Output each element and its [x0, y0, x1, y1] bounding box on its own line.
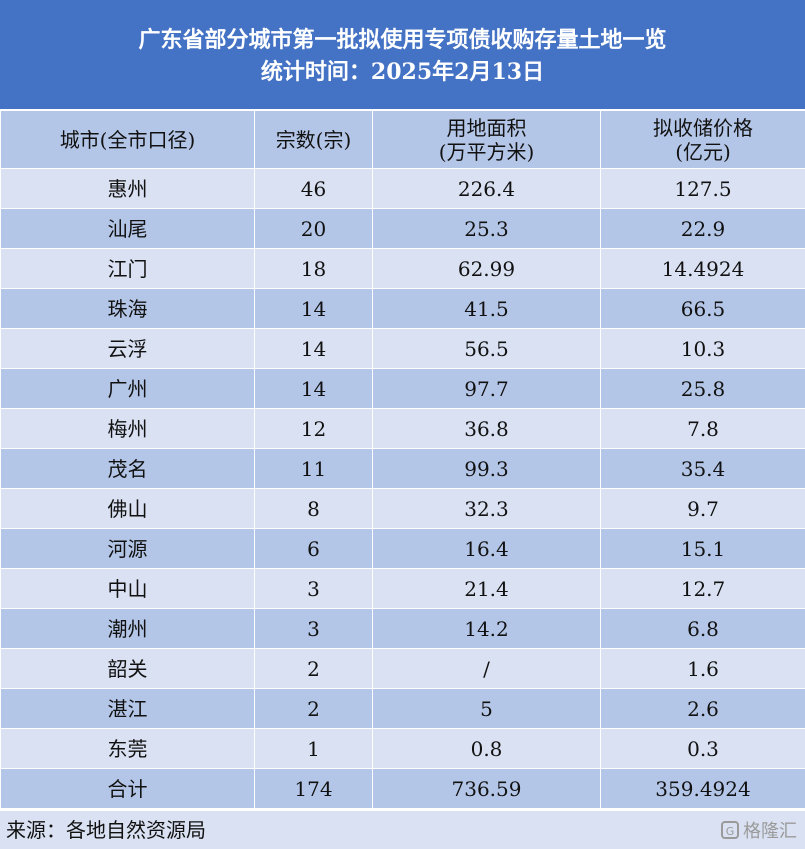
table-row: 潮州 3 14.2 6.8	[0, 608, 805, 649]
column-header-area: 用地面积 (万平方米)	[372, 110, 601, 169]
cell-count: 3	[254, 608, 373, 649]
cell-area: 736.59	[372, 768, 601, 809]
cell-count: 14	[254, 368, 373, 409]
cell-price: 1.6	[600, 648, 805, 689]
cell-price: 22.9	[600, 208, 805, 249]
cell-city: 惠州	[0, 168, 255, 209]
cell-price: 2.6	[600, 688, 805, 729]
cell-count: 2	[254, 648, 373, 689]
cell-count: 2	[254, 688, 373, 729]
cell-price: 66.5	[600, 288, 805, 329]
table-title-banner: 广东省部分城市第一批拟使用专项债收购存量土地一览 统计时间：2025年2月13日	[0, 0, 805, 109]
table-subtitle: 统计时间：2025年2月13日	[260, 59, 545, 85]
cell-city: 韶关	[0, 648, 255, 689]
cell-price: 35.4	[600, 448, 805, 489]
table-row: 佛山 8 32.3 9.7	[0, 488, 805, 529]
cell-count: 20	[254, 208, 373, 249]
gelonghui-logo-icon: G	[721, 821, 739, 839]
table-header-row: 城市(全市口径) 宗数(宗) 用地面积 (万平方米) 拟收储价格 (亿元)	[0, 110, 805, 169]
table-row: 韶关 2/1.6	[0, 648, 805, 689]
cell-city: 中山	[0, 568, 255, 609]
cell-price: 14.4924	[600, 248, 805, 289]
table-row: 茂名 11 99.3 35.4	[0, 448, 805, 489]
cell-price: 10.3	[600, 328, 805, 369]
cell-price: 12.7	[600, 568, 805, 609]
cell-area: 62.99	[372, 248, 601, 289]
cell-count: 46	[254, 168, 373, 209]
cell-city: 汕尾	[0, 208, 255, 249]
watermark-text: 格隆汇	[743, 821, 797, 842]
table-row: 梅州 12 36.8 7.8	[0, 408, 805, 449]
table-total-row: 合计 174 736.59 359.4924	[0, 768, 805, 809]
column-header-count: 宗数(宗)	[254, 110, 373, 169]
table-row: 云浮 14 56.5 10.3	[0, 328, 805, 369]
table-row: 江门 18 62.99 14.4924	[0, 248, 805, 289]
cell-price: 0.3	[600, 728, 805, 769]
cell-city: 梅州	[0, 408, 255, 449]
cell-count: 11	[254, 448, 373, 489]
table-row: 河源 6 16.4 15.1	[0, 528, 805, 569]
column-header-city: 城市(全市口径)	[0, 110, 255, 169]
cell-count: 174	[254, 768, 373, 809]
cell-area: 16.4	[372, 528, 601, 569]
cell-count: 18	[254, 248, 373, 289]
cell-area: 99.3	[372, 448, 601, 489]
cell-city: 湛江	[0, 688, 255, 729]
cell-city: 珠海	[0, 288, 255, 329]
cell-count: 14	[254, 288, 373, 329]
cell-price: 7.8	[600, 408, 805, 449]
table-row: 汕尾 20 25.3 22.9	[0, 208, 805, 249]
cell-city: 云浮	[0, 328, 255, 369]
cell-count: 6	[254, 528, 373, 569]
cell-area: 0.8	[372, 728, 601, 769]
cell-area: 56.5	[372, 328, 601, 369]
cell-area: 32.3	[372, 488, 601, 529]
cell-area: 41.5	[372, 288, 601, 329]
cell-price: 6.8	[600, 608, 805, 649]
table-row: 湛江 2 5 2.6	[0, 688, 805, 729]
watermark: G 格隆汇	[721, 817, 797, 843]
cell-price: 25.8	[600, 368, 805, 409]
cell-count: 14	[254, 328, 373, 369]
cell-city: 河源	[0, 528, 255, 569]
cell-area: 97.7	[372, 368, 601, 409]
cell-price: 127.5	[600, 168, 805, 209]
cell-city: 广州	[0, 368, 255, 409]
cell-count: 3	[254, 568, 373, 609]
source-footer: 来源：各地自然资源局	[0, 811, 805, 849]
land-acquisition-table: 城市(全市口径) 宗数(宗) 用地面积 (万平方米) 拟收储价格 (亿元) 惠州…	[0, 110, 805, 809]
table-row: 广州 14 97.7 25.8	[0, 368, 805, 409]
cell-area: 25.3	[372, 208, 601, 249]
cell-area: 21.4	[372, 568, 601, 609]
cell-price: 359.4924	[600, 768, 805, 809]
cell-area: 5	[372, 688, 601, 729]
cell-city: 东莞	[0, 728, 255, 769]
cell-area: 14.2	[372, 608, 601, 649]
cell-count: 1	[254, 728, 373, 769]
cell-city: 佛山	[0, 488, 255, 529]
cell-area: 36.8	[372, 408, 601, 449]
cell-city: 江门	[0, 248, 255, 289]
table-row: 东莞 1 0.8 0.3	[0, 728, 805, 769]
table-row: 珠海 14 41.5 66.5	[0, 288, 805, 329]
table-title: 广东省部分城市第一批拟使用专项债收购存量土地一览	[138, 27, 667, 53]
table-row: 惠州 46 226.4 127.5	[0, 168, 805, 209]
source-note: 来源：各地自然资源局	[6, 818, 206, 842]
cell-price: 9.7	[600, 488, 805, 529]
cell-city: 茂名	[0, 448, 255, 489]
cell-city: 合计	[0, 768, 255, 809]
cell-city: 潮州	[0, 608, 255, 649]
column-header-price: 拟收储价格 (亿元)	[600, 110, 805, 169]
cell-price: 15.1	[600, 528, 805, 569]
table-row: 中山 3 21.4 12.7	[0, 568, 805, 609]
cell-count: 12	[254, 408, 373, 449]
cell-area: 226.4	[372, 168, 601, 209]
cell-count: 8	[254, 488, 373, 529]
cell-area: /	[372, 648, 601, 689]
